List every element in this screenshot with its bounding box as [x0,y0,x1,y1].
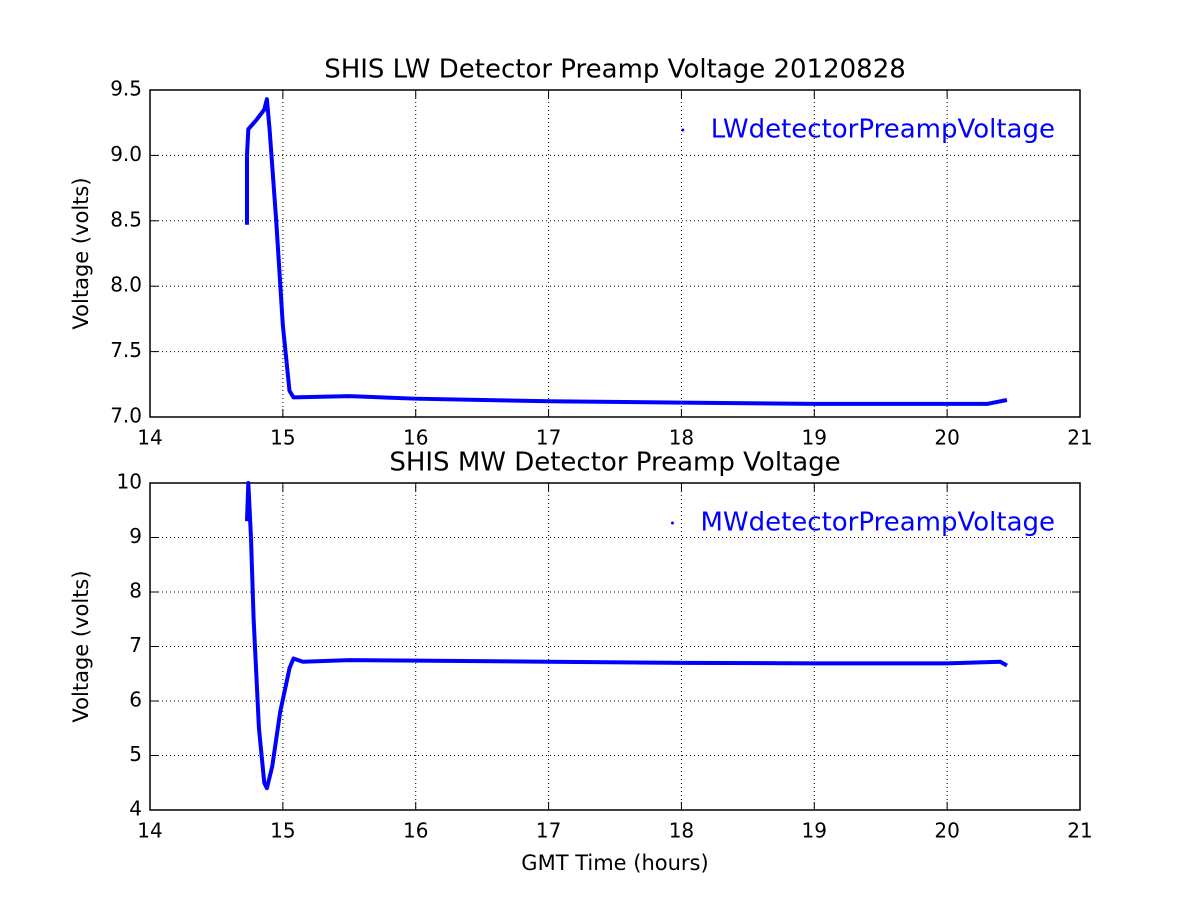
legend-marker [670,521,674,525]
x-tick-label: 18 [669,426,694,450]
y-tick-label: 6 [129,688,142,712]
series-line [244,97,1008,406]
y-tick-label: 7.5 [110,338,142,362]
chart-title: SHIS MW Detector Preamp Voltage [389,448,840,478]
legend-marker [681,128,685,132]
x-tick-label: 18 [669,819,694,843]
x-tick-label: 21 [1067,819,1092,843]
x-axis-label: GMT Time (hours) [521,851,708,875]
y-tick-label: 9.0 [110,142,142,166]
plot-frame [149,482,1081,811]
x-tick-label: 19 [802,819,827,843]
x-tick-label: 17 [536,426,561,450]
x-tick-label: 15 [270,426,295,450]
x-tick-label: 15 [270,819,295,843]
series-line [244,481,1008,791]
y-axis-label: Voltage (volts) [69,570,93,722]
y-axis-label: Voltage (volts) [69,177,93,329]
x-tick-label: 14 [137,819,162,843]
y-tick-label: 5 [129,742,142,766]
x-tick-label: 20 [934,426,959,450]
x-tick-label: 19 [802,426,827,450]
x-tick-label: 16 [403,426,428,450]
x-tick-label: 17 [536,819,561,843]
x-tick-label: 20 [934,819,959,843]
y-tick-label: 8.0 [110,273,142,297]
y-tick-label: 9.5 [110,77,142,101]
y-tick-label: 7.0 [110,404,142,428]
y-tick-label: 7 [129,633,142,657]
x-tick-label: 14 [137,426,162,450]
y-tick-label: 8 [129,579,142,603]
y-tick-label: 4 [129,797,142,821]
y-tick-label: 9 [129,524,142,548]
x-tick-label: 21 [1067,426,1092,450]
y-tick-label: 8.5 [110,207,142,231]
legend-label: LWdetectorPreampVoltage [711,115,1055,145]
chart-title: SHIS LW Detector Preamp Voltage 20120828 [324,55,906,85]
y-tick-label: 10 [117,470,142,494]
x-tick-label: 16 [403,819,428,843]
legend-label: MWdetectorPreampVoltage [700,508,1055,538]
plot-frame [149,89,1081,418]
